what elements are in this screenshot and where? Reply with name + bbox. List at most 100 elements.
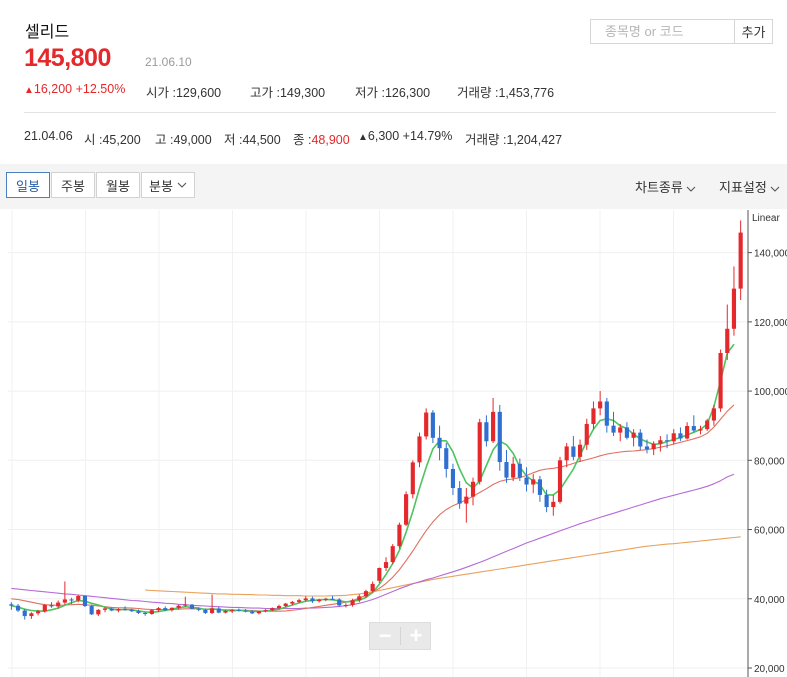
candle-body (444, 448, 449, 469)
candle-body (604, 401, 609, 426)
candle-body (591, 408, 596, 424)
candle-body (705, 420, 710, 430)
candle-body (450, 468, 456, 488)
candle-body (323, 598, 328, 600)
candle (410, 460, 415, 499)
open-label: 시가 : (146, 86, 176, 100)
candle-body (189, 604, 195, 609)
tab-daily[interactable]: 일봉 (6, 172, 50, 198)
candle (564, 443, 569, 468)
candle-body (156, 608, 161, 611)
high-label: 고가 : (250, 86, 280, 100)
candle (651, 441, 656, 456)
y-tick-label: 80,000 (754, 456, 785, 467)
candle (370, 581, 375, 593)
candle (42, 603, 47, 613)
chart-type-menu[interactable]: 차트종류 (635, 177, 696, 196)
zoom-out-button[interactable]: − (378, 623, 392, 648)
candle-body (56, 602, 61, 607)
volume-label: 거래량 : (457, 86, 499, 100)
y-tick-label: 20,000 (754, 664, 785, 675)
candle-body (176, 605, 181, 608)
candle (638, 429, 643, 450)
candle-body (343, 605, 348, 606)
candle-body (383, 562, 389, 568)
candle-body (497, 411, 502, 463)
chevron-down-icon (687, 186, 696, 192)
candle-body (517, 463, 522, 478)
hover-close-value: 48,900 (311, 133, 350, 147)
chevron-down-icon (771, 186, 780, 192)
candle-body (511, 463, 516, 478)
candle (163, 606, 168, 611)
candle-body (430, 412, 435, 438)
candle-body (557, 460, 563, 502)
candle-body (250, 611, 255, 614)
candle-body (671, 433, 676, 442)
scale-label[interactable]: Linear (752, 213, 780, 224)
ma-line-ma5 (11, 343, 735, 614)
candle-body (123, 609, 128, 611)
candle-body (163, 608, 168, 611)
candle (390, 544, 395, 565)
candle (189, 603, 195, 610)
candle (183, 596, 188, 607)
candle (296, 598, 302, 604)
candle (698, 425, 703, 435)
candle-body (377, 567, 382, 581)
candle (604, 398, 609, 433)
candle-body (564, 446, 569, 461)
tab-monthly[interactable]: 월봉 (96, 172, 140, 198)
candle-body (76, 596, 81, 601)
candle (129, 608, 134, 612)
candle (303, 596, 308, 602)
candle (276, 604, 282, 610)
indicator-menu[interactable]: 지표설정 (719, 177, 780, 196)
candle (424, 408, 429, 440)
change-value: 16,200 (33, 82, 73, 96)
indicator-label: 지표설정 (719, 180, 767, 195)
stock-name: 셀리드 (25, 24, 70, 41)
candle-body (537, 479, 543, 495)
candle (531, 474, 536, 494)
tab-minute[interactable]: 분봉 (141, 172, 195, 198)
candle-body (725, 328, 730, 353)
search-field[interactable] (590, 19, 735, 44)
candle (49, 602, 54, 608)
candle (169, 607, 175, 612)
candle (551, 494, 556, 516)
candle (96, 609, 101, 617)
candle (718, 349, 723, 412)
candle-body (69, 599, 74, 601)
volume-info: 거래량 :1,453,776 (457, 82, 554, 101)
candle (56, 600, 61, 609)
add-button[interactable]: 추가 (734, 19, 773, 44)
candle-body (143, 612, 148, 614)
candle-body (698, 429, 703, 431)
candle (430, 410, 435, 443)
candle (317, 598, 322, 603)
candle-body (577, 444, 583, 457)
candle (9, 602, 14, 610)
candle (671, 429, 676, 445)
candle-body (49, 605, 54, 607)
candle-body (109, 608, 114, 611)
candlestick-chart[interactable]: Linear 20,000 40,000 60,000 80,000 100,000 12… (0, 210, 787, 677)
zoom-in-button[interactable]: + (409, 623, 423, 648)
candle-body (310, 598, 315, 602)
change-percent: +12.50% (75, 82, 126, 96)
candle (738, 220, 743, 301)
candle-body (42, 605, 47, 612)
candle-body (136, 611, 141, 613)
ma-line-ma120 (145, 536, 741, 597)
candle-body (611, 425, 616, 433)
search-input[interactable] (591, 20, 734, 43)
zoom-divider (400, 627, 401, 645)
candle (484, 415, 489, 447)
candle (658, 436, 663, 452)
candle-body (209, 608, 215, 613)
tab-weekly[interactable]: 주봉 (51, 172, 95, 198)
candle (15, 603, 21, 612)
candles (9, 220, 743, 620)
y-tick-label: 40,000 (754, 595, 785, 606)
